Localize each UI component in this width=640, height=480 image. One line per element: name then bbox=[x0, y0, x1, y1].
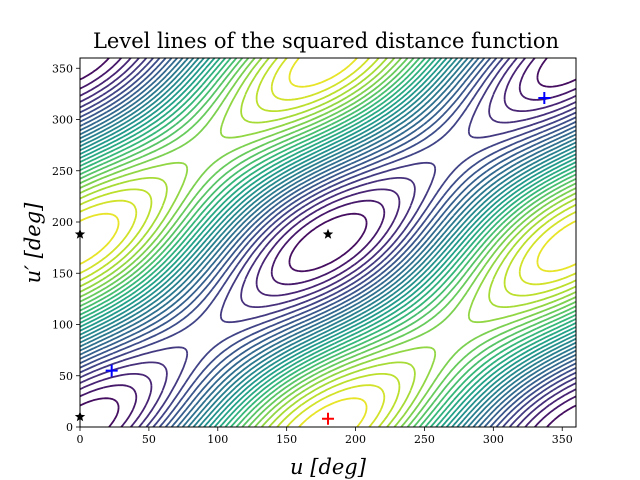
minimum-marker bbox=[538, 91, 551, 104]
y-tick-label: 200 bbox=[52, 216, 73, 229]
y-tick-label: 100 bbox=[52, 319, 73, 332]
contour-level bbox=[80, 58, 576, 427]
x-tick-label: 350 bbox=[552, 433, 573, 446]
contour-level bbox=[80, 58, 576, 427]
contour-level bbox=[80, 58, 576, 427]
contour-level bbox=[80, 58, 576, 427]
contour-level bbox=[80, 58, 576, 427]
x-tick-label: 250 bbox=[414, 433, 435, 446]
contour-level bbox=[80, 58, 576, 427]
contour-level bbox=[80, 58, 576, 427]
minimum-marker bbox=[105, 364, 118, 377]
x-tick-label: 150 bbox=[276, 433, 297, 446]
x-axis: 0 50 100 150 200 250 300 350 bbox=[77, 427, 573, 446]
contour-level bbox=[80, 58, 576, 427]
contour-level bbox=[80, 58, 576, 427]
contour-level bbox=[80, 58, 576, 427]
contour-level bbox=[80, 58, 576, 427]
contour-level bbox=[80, 58, 576, 427]
y-tick-label: 150 bbox=[52, 267, 73, 280]
contour-level bbox=[80, 58, 576, 427]
y-tick-label: 300 bbox=[52, 114, 73, 127]
contour-level bbox=[80, 58, 576, 427]
y-axis: 0 50 100 150 200 250 300 350 bbox=[52, 62, 80, 434]
contour-lines bbox=[80, 58, 576, 427]
contour-level bbox=[80, 58, 576, 427]
saddle-marker bbox=[322, 228, 334, 239]
x-tick-label: 50 bbox=[142, 433, 156, 446]
y-tick-label: 350 bbox=[52, 62, 73, 75]
x-tick-label: 0 bbox=[77, 433, 84, 446]
chart-title: Level lines of the squared distance func… bbox=[93, 29, 559, 53]
y-tick-label: 50 bbox=[59, 370, 73, 383]
y-tick-label: 250 bbox=[52, 165, 73, 178]
y-tick-label: 0 bbox=[66, 421, 73, 434]
y-axis-label: u′ [deg] bbox=[21, 202, 45, 283]
contour-level bbox=[80, 58, 576, 427]
x-tick-label: 200 bbox=[345, 433, 366, 446]
contour-level bbox=[80, 58, 576, 427]
contour-level bbox=[80, 58, 576, 427]
contour-level bbox=[80, 58, 576, 427]
contour-level bbox=[80, 58, 576, 427]
plot-frame bbox=[79, 57, 577, 428]
contour-level bbox=[80, 58, 576, 427]
x-tick-label: 300 bbox=[483, 433, 504, 446]
maximum-marker bbox=[322, 412, 334, 425]
x-axis-label: u [deg] bbox=[290, 455, 367, 479]
x-tick-label: 100 bbox=[207, 433, 228, 446]
